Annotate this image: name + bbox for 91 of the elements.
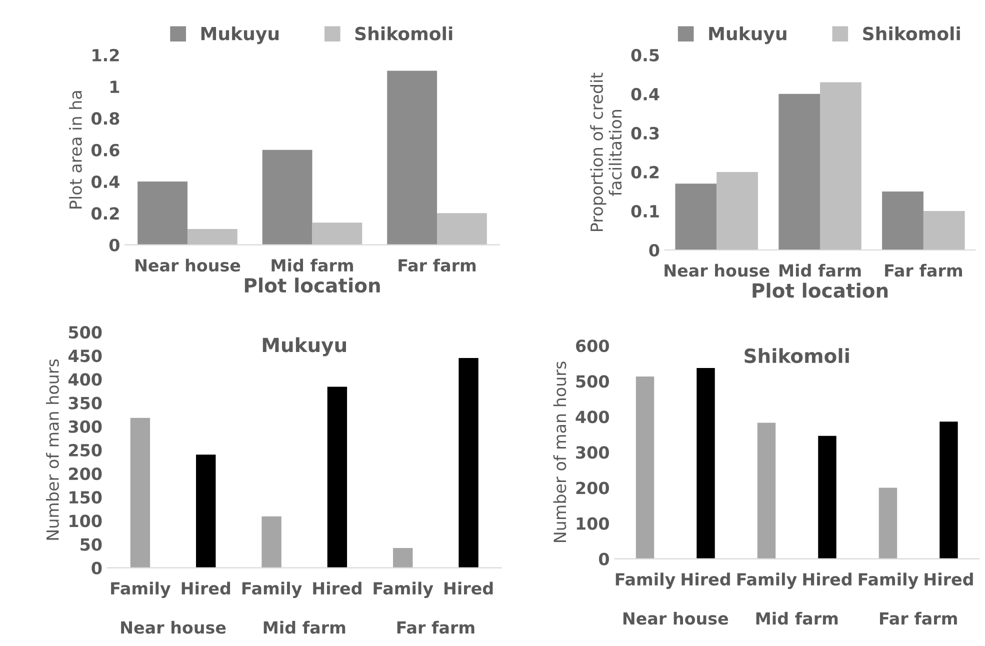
y-tick-label: 300 [68, 420, 102, 433]
x-tick-label: Near house [664, 264, 770, 277]
x-tick-label: Hired [313, 582, 362, 595]
y-tick-label: 0.8 [92, 112, 120, 125]
x-tick-label: Mid farm [779, 264, 861, 277]
bar [327, 386, 348, 568]
y-tick-label: 0.1 [631, 204, 659, 218]
y-tick-label: 0 [598, 552, 609, 566]
text: Mid farm [264, 620, 346, 634]
y-tick-label: 1 [110, 80, 120, 93]
y-axis-title: Number of man hours [553, 362, 566, 542]
bar [458, 358, 478, 568]
bar [130, 418, 150, 568]
legend-label: Mukuyu [201, 26, 279, 44]
bar [437, 213, 487, 245]
bar [675, 184, 717, 250]
text: Near house [121, 620, 226, 634]
y-tick-label: 0.4 [92, 175, 120, 188]
y-tick-label: 600 [576, 340, 609, 352]
bar [636, 376, 654, 559]
bar [778, 94, 820, 250]
y-tick-label: 0 [649, 244, 660, 257]
bar [820, 82, 862, 250]
text: Far farm [880, 612, 957, 625]
legend-label: Mukuyu [709, 26, 786, 44]
x-axis-title: Plot location [752, 282, 888, 298]
y-tick-label: 400 [576, 410, 609, 424]
text: Mid farm [756, 612, 838, 625]
y-axis-title: Number of man hours [46, 359, 59, 540]
bar [262, 150, 312, 245]
x-tick-label: Mid farm [272, 258, 353, 272]
legend-label: Shikomoli [863, 26, 960, 40]
x-tick-label: Family [737, 572, 797, 589]
bar [882, 191, 924, 250]
bar [696, 368, 715, 559]
bar [312, 222, 362, 245]
y-tick-label: 0.6 [92, 144, 120, 156]
bar [923, 210, 965, 250]
y-tick-label: 450 [68, 350, 102, 362]
bar [196, 454, 216, 568]
x-tick-label: Near house [136, 258, 240, 272]
x-tick-label: Family [374, 582, 434, 598]
bar [716, 172, 758, 250]
y-tick-label: 0.2 [92, 207, 119, 220]
x-tick-label: Family [242, 582, 302, 598]
y-axis-title: Proportion of credit facilitation [590, 72, 622, 231]
y-tick-label: 500 [69, 326, 102, 339]
y-tick-label: 0.2 [631, 166, 659, 179]
x-tick-label: Hired [682, 572, 730, 586]
y-tick-label: 200 [69, 467, 102, 480]
y-tick-label: 0.4 [631, 88, 660, 100]
bar [940, 422, 958, 559]
y-tick-label: 1.2 [92, 48, 119, 62]
chart-title: Shikomoli [744, 348, 849, 364]
x-tick-label: Hired [924, 572, 973, 586]
bar [818, 436, 836, 559]
x-tick-label: Far farm [398, 258, 476, 272]
x-tick-label: Family [858, 572, 918, 589]
x-tick-label: Hired [444, 582, 493, 595]
y-tick-label: 50 [80, 538, 102, 551]
bar [187, 229, 238, 245]
y-tick-label: 200 [576, 482, 609, 494]
text: Near house [623, 612, 728, 625]
y-axis-title: Plot area in ha [69, 91, 82, 208]
bar [757, 422, 776, 559]
bar [393, 548, 413, 568]
bar [878, 488, 898, 559]
legend-label: Shikomoli [355, 26, 452, 40]
y-tick-label: 350 [68, 396, 102, 410]
bar [262, 516, 282, 568]
x-tick-label: Far farm [885, 264, 962, 277]
text: Far farm [397, 620, 474, 634]
y-tick-label: 0.3 [631, 126, 659, 140]
y-tick-label: 300 [576, 446, 609, 459]
y-tick-label: 100 [576, 517, 609, 530]
y-tick-label: 500 [576, 375, 609, 388]
x-axis-title: Plot location [244, 278, 380, 293]
chart-title: Mukuyu [262, 337, 346, 356]
y-tick-label: 100 [70, 514, 102, 528]
y-tick-label: 400 [68, 373, 102, 386]
x-tick-label: Family [111, 582, 171, 598]
y-tick-label: 150 [70, 491, 102, 504]
x-tick-label: Hired [803, 572, 852, 586]
y-tick-label: 250 [69, 444, 102, 457]
x-tick-label: Hired [182, 582, 230, 595]
x-tick-label: Family [616, 572, 676, 589]
bar [387, 70, 438, 245]
y-tick-label: 0 [92, 562, 102, 574]
y-tick-label: 0.5 [631, 48, 659, 62]
bar [138, 182, 188, 245]
y-tick-label: 0 [109, 238, 120, 252]
